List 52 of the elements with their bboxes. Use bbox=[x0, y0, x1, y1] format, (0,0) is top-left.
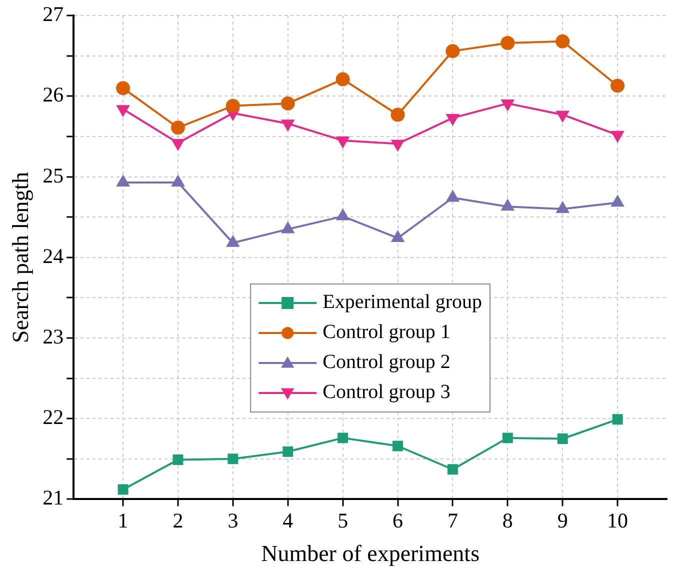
point bbox=[556, 34, 570, 48]
point bbox=[556, 110, 569, 122]
point bbox=[446, 114, 459, 125]
y-tick-label: 21 bbox=[42, 486, 64, 510]
x-tick-label: 8 bbox=[502, 508, 513, 532]
point bbox=[172, 138, 184, 150]
legend-label: Control group 2 bbox=[322, 351, 450, 374]
x-axis-title: Number of experiments bbox=[261, 541, 480, 566]
point bbox=[501, 99, 514, 110]
point bbox=[500, 36, 515, 50]
point bbox=[282, 446, 294, 457]
x-tick-label: 10 bbox=[607, 508, 628, 532]
legend-label: Control group 1 bbox=[322, 321, 450, 344]
point bbox=[392, 140, 404, 151]
point bbox=[282, 120, 294, 131]
point bbox=[116, 81, 130, 96]
point bbox=[557, 434, 568, 444]
x-tick-label: 9 bbox=[557, 508, 568, 532]
point bbox=[170, 120, 185, 135]
y-tick-label: 25 bbox=[42, 163, 64, 188]
point bbox=[611, 130, 624, 142]
point bbox=[280, 96, 295, 110]
point bbox=[447, 464, 458, 475]
x-tick-label: 4 bbox=[282, 508, 294, 532]
point bbox=[338, 432, 348, 444]
point bbox=[336, 72, 350, 86]
point bbox=[392, 440, 404, 452]
x-tick-label: 5 bbox=[338, 508, 348, 532]
point bbox=[228, 454, 238, 464]
x-tick-label: 3 bbox=[228, 508, 238, 532]
point bbox=[612, 414, 623, 425]
point bbox=[502, 432, 513, 444]
legend-label: Control group 3 bbox=[322, 381, 450, 404]
point bbox=[610, 78, 625, 93]
y-tick-label: 24 bbox=[42, 244, 64, 268]
point bbox=[116, 105, 130, 116]
point bbox=[336, 136, 350, 148]
y-tick-label: 22 bbox=[42, 405, 64, 430]
legend-label: Experimental group bbox=[322, 291, 482, 314]
point bbox=[226, 98, 240, 113]
x-tick-label: 6 bbox=[392, 508, 404, 532]
y-axis-title: Search path length bbox=[8, 171, 33, 343]
x-tick-label: 7 bbox=[447, 508, 458, 532]
point bbox=[390, 108, 405, 122]
point bbox=[446, 44, 460, 58]
y-tick-label: 27 bbox=[42, 2, 64, 26]
y-tick-label: 23 bbox=[42, 324, 64, 349]
x-tick-label: 1 bbox=[118, 508, 128, 532]
point bbox=[172, 454, 184, 465]
x-tick-label: 2 bbox=[172, 508, 184, 532]
point bbox=[118, 484, 128, 495]
y-tick-label: 26 bbox=[42, 82, 64, 107]
